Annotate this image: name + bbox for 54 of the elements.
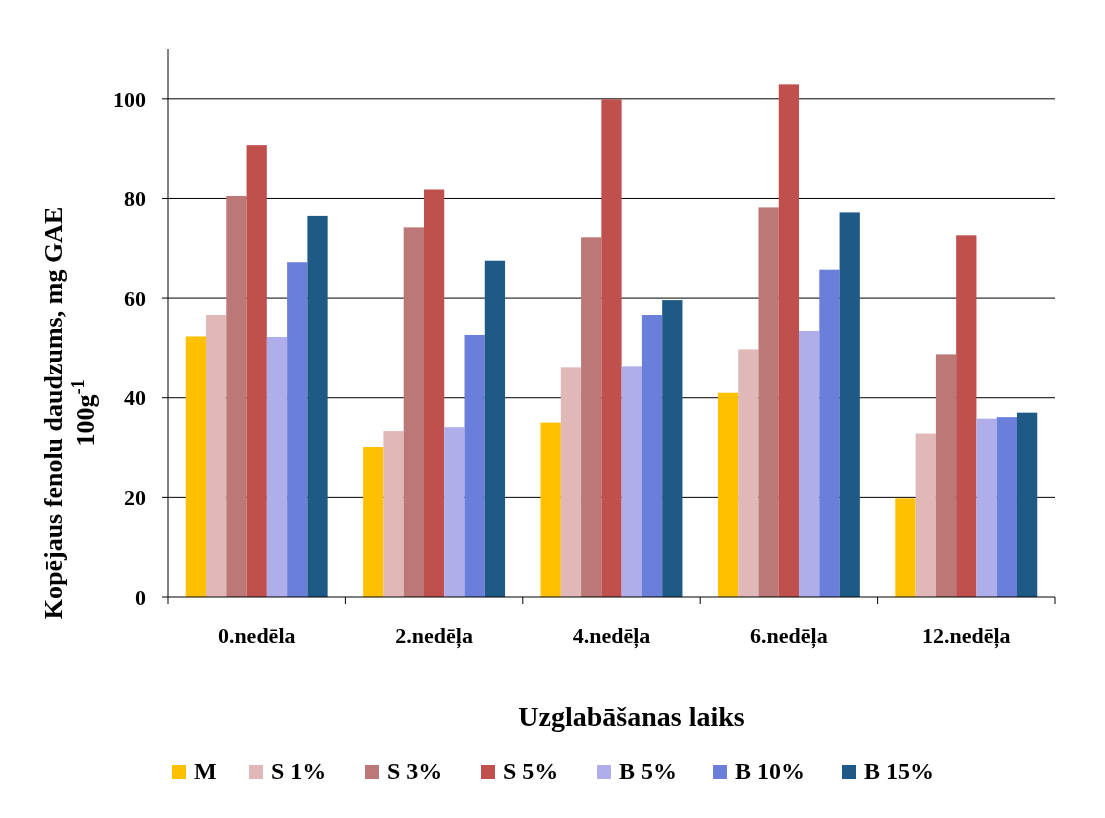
bar	[185, 336, 207, 597]
bar	[935, 354, 957, 597]
bar	[287, 262, 308, 597]
y-tick-label: 40	[124, 385, 146, 411]
bar	[246, 145, 267, 597]
legend-label: B 5%	[619, 758, 678, 784]
bar	[778, 84, 800, 597]
bar	[403, 227, 424, 597]
bar	[662, 300, 683, 597]
bar	[1016, 412, 1038, 597]
y-tick-label: 80	[124, 186, 146, 212]
bar	[560, 367, 582, 597]
bar	[956, 235, 977, 597]
bar	[641, 315, 663, 597]
bar	[621, 366, 642, 597]
bar	[895, 498, 916, 597]
y-tick-label: 20	[124, 485, 146, 511]
x-tick-label: 2.nedēļa	[395, 623, 473, 649]
y-tick-label: 0	[135, 584, 146, 610]
legend-label: S 1%	[271, 758, 327, 784]
bar	[307, 215, 328, 597]
legend-label: B 10%	[735, 758, 806, 784]
bar	[996, 417, 1017, 597]
bar	[601, 99, 622, 597]
bar	[206, 315, 227, 597]
bar	[266, 336, 288, 597]
bar	[799, 330, 820, 597]
bar	[758, 207, 779, 597]
x-axis-title: Uzglabāšanas laiks	[518, 701, 745, 732]
bar	[484, 260, 506, 597]
bar	[976, 418, 997, 597]
legend-label: M	[194, 758, 217, 784]
bar	[738, 349, 759, 597]
bar	[464, 334, 485, 597]
bar	[581, 237, 602, 597]
bar	[383, 431, 404, 597]
legend-label: S 5%	[503, 758, 559, 784]
bar	[839, 212, 860, 597]
y-tick-label: 60	[124, 285, 146, 311]
bar	[363, 447, 384, 597]
y-tick-label: 100	[113, 86, 146, 112]
x-tick-label: 6.nedēļa	[750, 623, 828, 649]
bar	[717, 392, 739, 597]
bar	[540, 422, 561, 597]
bar	[423, 189, 445, 597]
bar	[226, 195, 247, 597]
x-tick-label: 4.nedēļa	[572, 623, 651, 649]
bar	[819, 269, 840, 597]
legend-label: S 3%	[387, 758, 443, 784]
legend-label: B 15%	[864, 758, 935, 784]
x-tick-label: 0.nedēla	[217, 623, 296, 648]
bar	[915, 433, 936, 597]
x-tick-label: 12.nedēļa	[921, 623, 1011, 649]
bar	[444, 427, 465, 597]
